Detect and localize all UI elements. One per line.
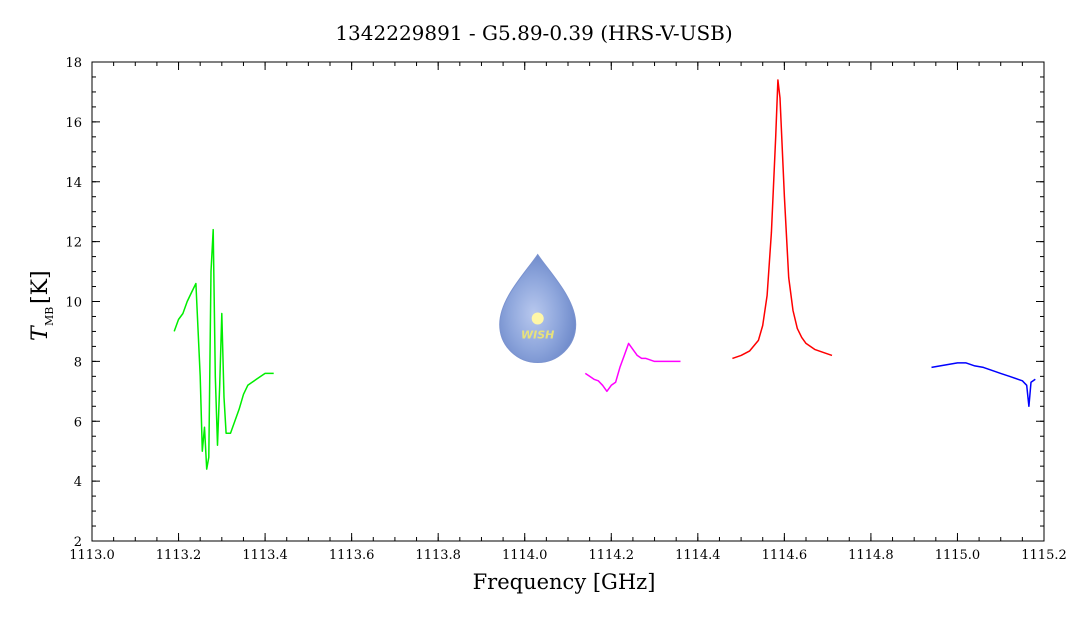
y-axis-label-symbol: T bbox=[28, 324, 53, 341]
x-tick-label: 1113.8 bbox=[415, 548, 461, 563]
x-axis-ticks: 1113.0 1113.2 1113.4 1113.6 1113.8 1114.0 1114… bbox=[69, 62, 1067, 563]
y-tick-label: 18 bbox=[65, 56, 82, 71]
y-tick-label: 4 bbox=[74, 475, 82, 490]
series-line-2 bbox=[584, 342, 681, 393]
y-axis-label-unit: [K] bbox=[28, 270, 53, 304]
y-tick-label: 6 bbox=[74, 415, 82, 430]
y-tick-label: 2 bbox=[74, 535, 82, 550]
x-tick-label: 1115.0 bbox=[935, 548, 981, 563]
wish-logo: WISH bbox=[499, 253, 577, 363]
series-line-3 bbox=[732, 79, 833, 360]
y-axis-ticks: 2 4 6 8 10 12 14 16 18 bbox=[65, 56, 1044, 550]
x-tick-label: 1114.8 bbox=[848, 548, 894, 563]
x-tick-label: 1113.6 bbox=[329, 548, 375, 563]
y-axis-label-subscript: MB bbox=[43, 307, 56, 326]
series-line-4 bbox=[931, 362, 1036, 408]
y-tick-label: 10 bbox=[65, 296, 82, 311]
y-axis-label: T MB [K] bbox=[28, 270, 56, 341]
y-tick-label: 12 bbox=[65, 236, 82, 251]
x-axis-label: Frequency [GHz] bbox=[473, 570, 656, 594]
x-tick-label: 1114.0 bbox=[502, 548, 548, 563]
x-tick-label: 1114.6 bbox=[762, 548, 808, 563]
x-tick-label: 1113.0 bbox=[69, 548, 115, 563]
y-tick-label: 8 bbox=[74, 355, 82, 370]
x-tick-label: 1114.2 bbox=[589, 548, 635, 563]
y-tick-label: 14 bbox=[65, 176, 82, 191]
wish-logo-text: WISH bbox=[521, 328, 554, 341]
y-tick-label: 16 bbox=[65, 116, 82, 131]
chart-title: 1342229891 - G5.89-0.39 (HRS-V-USB) bbox=[335, 21, 732, 45]
series-layer bbox=[173, 79, 1036, 470]
series-line-1 bbox=[173, 228, 274, 470]
x-tick-label: 1114.4 bbox=[675, 548, 721, 563]
water-drop-icon bbox=[499, 253, 577, 363]
x-tick-label: 1115.2 bbox=[1021, 548, 1067, 563]
x-tick-label: 1113.4 bbox=[242, 548, 288, 563]
star-icon bbox=[531, 312, 544, 325]
x-tick-label: 1113.2 bbox=[156, 548, 202, 563]
